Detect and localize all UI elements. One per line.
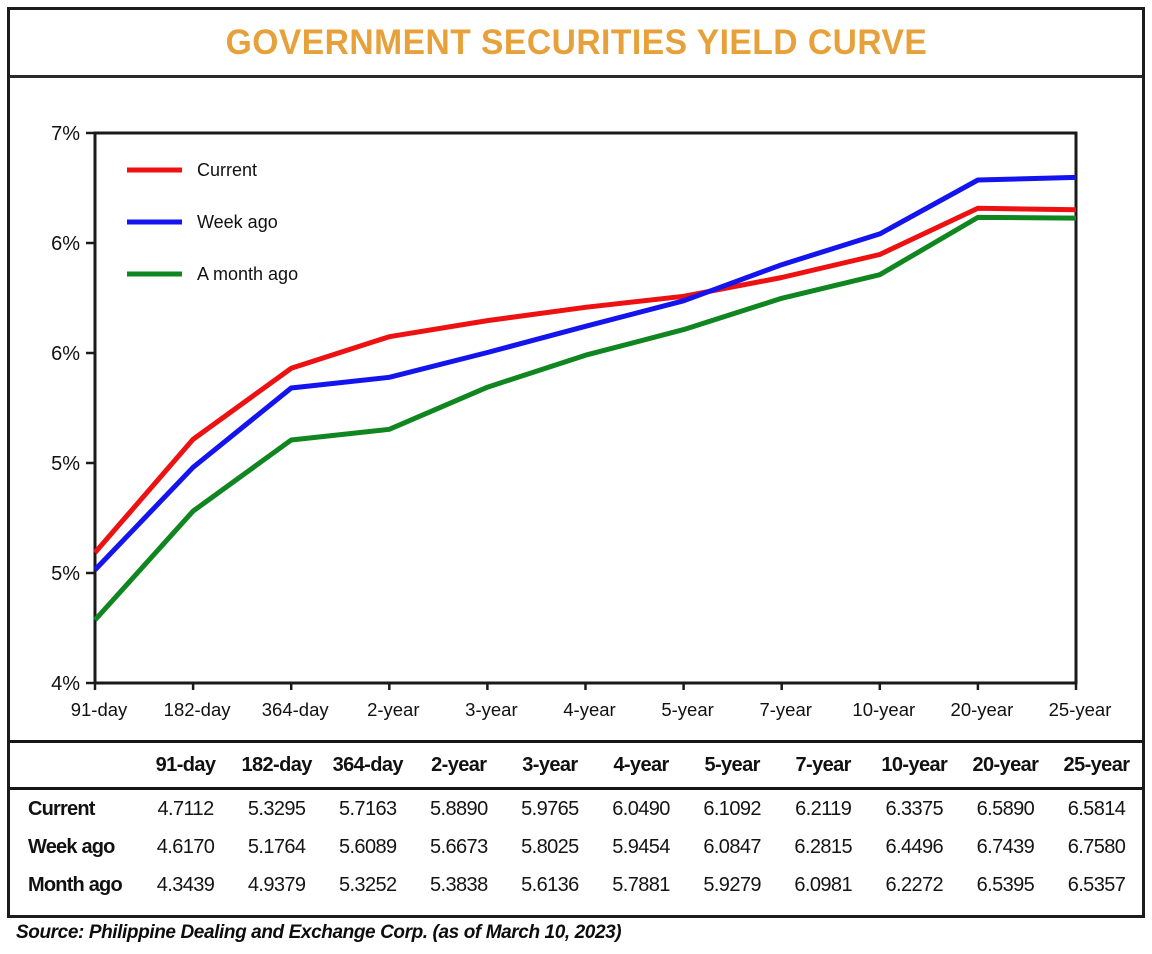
figure-frame: GOVERNMENT SECURITIES YIELD CURVE 7% 6% 6%… (7, 7, 1145, 918)
table-value-cell: 6.0981 (794, 873, 852, 896)
table-value-cell: 5.1764 (247, 835, 306, 858)
y-tick-label: 4% (51, 673, 80, 695)
table-value-cell: 6.1092 (703, 797, 761, 820)
table-value-cell: 6.2815 (794, 835, 852, 858)
table-value-cell: 5.9454 (612, 835, 670, 858)
series-line-a-month-ago (93, 214, 1077, 622)
table-row: Week ago 4.6170 5.1764 5.6089 5.6673 5.8025 5.… (10, 828, 1142, 866)
table-value-cell: 5.3838 (430, 873, 488, 896)
table-header-cell: 3-year (522, 753, 578, 776)
table-value-cell: 6.5357 (1067, 873, 1126, 896)
x-tick-label: 364-day (262, 699, 330, 720)
x-tick-label: 5-year (661, 699, 713, 720)
table-value-cell: 6.2119 (795, 797, 852, 820)
table-value-cell: 5.8025 (521, 835, 579, 858)
yield-table: 91-day 182-day 364-day 2-year 3-year 4-year 5-… (10, 740, 1142, 904)
table-header-cell: 182-day (241, 753, 312, 776)
x-tick-label: 20-year (951, 699, 1014, 720)
table-header-cell: 4-year (613, 753, 669, 776)
y-tick-label: 6% (51, 343, 80, 365)
yield-curve-chart: 7% 6% 6% 5% 5% 4% 91-day 182-day 364-day 2-year 3-… (51, 123, 1112, 720)
table-value-cell: 4.3439 (156, 873, 215, 896)
table-value-cell: 5.9279 (703, 873, 761, 896)
table-value-cell: 4.6170 (156, 835, 215, 858)
x-tick-label: 4-year (563, 699, 615, 720)
table-header-cell: 91-day (155, 753, 216, 776)
table-value-cell: 5.6089 (338, 835, 397, 858)
y-tick-label: 7% (51, 123, 80, 145)
table-value-cell: 5.8890 (430, 797, 488, 820)
table-row-label: Current (28, 797, 95, 820)
table-value-cell: 5.7163 (338, 797, 397, 820)
x-tick-label: 25-year (1049, 699, 1112, 720)
y-tick-label: 5% (51, 563, 80, 585)
table-header-cell: 5-year (704, 753, 760, 776)
table-value-cell: 5.6673 (430, 835, 488, 858)
x-tick-label: 7-year (759, 699, 811, 720)
table-value-cell: 4.9379 (247, 873, 306, 896)
series-line-current (93, 205, 1077, 555)
series-line-week-ago (93, 174, 1077, 572)
table-value-cell: 6.5890 (976, 797, 1035, 820)
table-value-cell: 5.3295 (247, 797, 306, 820)
table-value-cell: 6.0490 (612, 797, 670, 820)
table-value-cell: 6.5814 (1067, 797, 1126, 820)
legend-label: A month ago (197, 264, 298, 284)
x-tick-label: 91-day (71, 699, 128, 720)
table-value-cell: 6.5395 (976, 873, 1035, 896)
table-header-cell: 20-year (972, 753, 1039, 776)
table-row: 91-day 182-day 364-day 2-year 3-year 4-year 5-… (10, 743, 1142, 790)
y-tick-label: 6% (51, 233, 80, 255)
table-row: Month ago 4.3439 4.9379 5.3252 5.3838 5.6136 5… (10, 866, 1142, 904)
table-value-cell: 5.9765 (521, 797, 579, 820)
x-tick-label: 182-day (164, 699, 232, 720)
table-value-cell: 5.6136 (521, 873, 579, 896)
table-value-cell: 6.0847 (703, 835, 761, 858)
table-row-label: Week ago (28, 835, 115, 858)
x-tick-label: 10-year (852, 699, 915, 720)
x-tick-label: 3-year (465, 699, 517, 720)
table-value-cell: 6.7439 (976, 835, 1035, 858)
legend-label: Current (197, 160, 257, 180)
title-bar: GOVERNMENT SECURITIES YIELD CURVE (10, 10, 1142, 78)
table-header-cell: 364-day (332, 753, 404, 776)
table-row: Current 4.7112 5.3295 5.7163 5.8890 5.9765 6.0… (10, 790, 1142, 828)
table-value-cell: 6.7580 (1067, 835, 1126, 858)
page-title: GOVERNMENT SECURITIES YIELD CURVE (225, 22, 927, 62)
table-header-cell: 2-year (431, 753, 487, 776)
table-row-label: Month ago (28, 873, 123, 896)
table-value-cell: 5.3252 (338, 873, 397, 896)
y-tick-label: 5% (51, 453, 80, 475)
table-header-cell: 25-year (1063, 753, 1130, 776)
legend-label: Week ago (197, 212, 278, 232)
table-value-cell: 6.4496 (885, 835, 944, 858)
source-note: Source: Philippine Dealing and Exchange … (16, 922, 622, 943)
table-value-cell: 6.2272 (885, 873, 944, 896)
table-value-cell: 6.3375 (885, 797, 944, 820)
table-header-cell: 7-year (795, 753, 852, 776)
table-value-cell: 4.7112 (157, 797, 215, 820)
x-tick-label: 2-year (367, 699, 419, 720)
table-header-cell: 10-year (881, 753, 948, 776)
table-value-cell: 5.7881 (612, 873, 670, 896)
